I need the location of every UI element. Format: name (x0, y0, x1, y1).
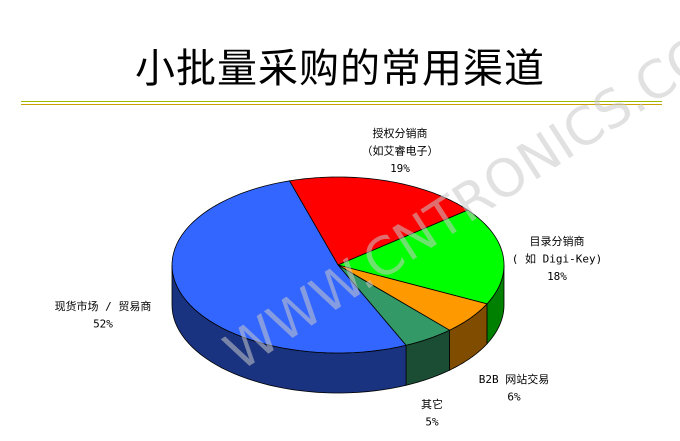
slice-value-label: 52% (93, 318, 113, 331)
pie-tops (171, 176, 505, 354)
slice-label: 授权分销商 (373, 126, 428, 140)
slice-value-label: 19% (390, 162, 410, 175)
slice-label: 其它 (421, 397, 443, 411)
slice-label: 现货市场 / 贸易商 (55, 299, 152, 313)
title-rule-top (21, 101, 662, 102)
pie-slice-0 (288, 176, 469, 266)
slice-value-label: 5% (425, 416, 439, 429)
pie-slice-4 (171, 180, 407, 354)
slice-value-label: 6% (507, 391, 521, 404)
slice-label: B2B 网站交易 (479, 372, 550, 386)
slice-label: 目录分销商 (530, 234, 585, 248)
pie-slice-3 (337, 264, 451, 346)
slice-value-label: 18% (547, 270, 567, 283)
title-rule-bottom (21, 104, 662, 105)
slice-label: （如艾睿电子） (362, 144, 439, 158)
slice-label: ( 如 Digi-Key) (512, 252, 602, 266)
pie-slice-2 (337, 264, 488, 331)
chart-title: 小批量采购的常用渠道 (135, 46, 545, 92)
pie-slice-1 (336, 209, 505, 305)
